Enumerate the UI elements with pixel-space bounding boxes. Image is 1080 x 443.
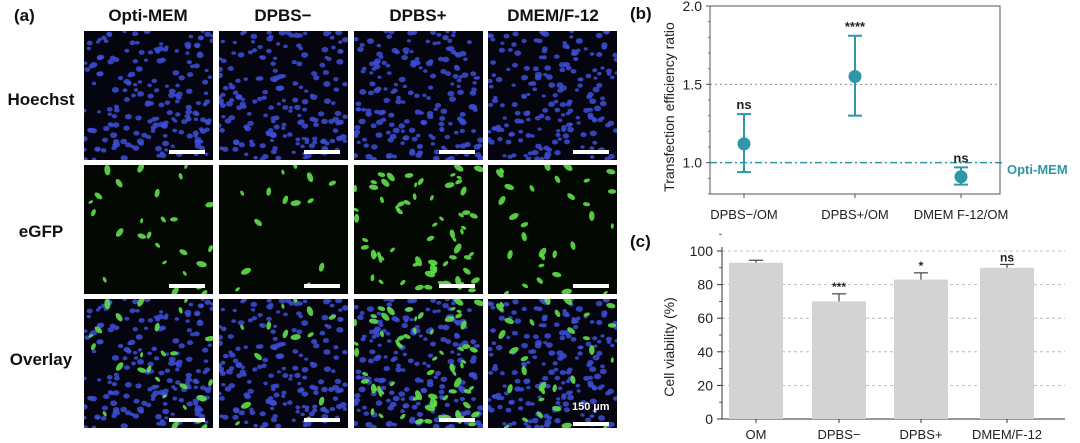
panel-b-label: (b) [630, 4, 652, 23]
scale-bar [573, 284, 609, 288]
chart-c-category-label: DMEM/F-12 [972, 427, 1042, 442]
chart-b-category-label: DPBS+/OM [821, 207, 889, 222]
scale-bar [304, 150, 340, 154]
column-header-dpbs-minus: DPBS− [254, 6, 312, 25]
data-point [848, 70, 862, 83]
row-header-overlay: Overlay [9, 350, 73, 369]
significance-label: ns [953, 150, 968, 165]
reference-line-label: Opti-MEM [1007, 162, 1068, 177]
chart-b-ytick-label: 1.0 [683, 155, 703, 171]
chart-b-category-label: DPBS−/OM [710, 207, 778, 222]
bar [729, 262, 783, 419]
scale-bar [169, 418, 205, 422]
chart-c-ytick-label: 40 [697, 344, 713, 360]
scale-bar [573, 422, 609, 426]
micrograph-0-1 [219, 31, 348, 160]
chart-c-ylabel: Cell viability (%) [661, 297, 677, 397]
micrograph-1-1 [219, 165, 348, 294]
bar [894, 279, 948, 419]
scale-bar [169, 150, 205, 154]
bar [980, 267, 1034, 419]
micrograph-2-2 [354, 299, 483, 428]
cell-viability-chart: Cell viability (%) 0 20 40 60 80 100 OM DPBS− DP… [661, 233, 1065, 442]
chart-c-ytick-label: 80 [697, 277, 713, 293]
scale-bar [573, 150, 609, 154]
significance-label: * [919, 259, 924, 273]
micrograph-1-0 [84, 165, 213, 294]
significance-label: ns [1000, 250, 1014, 264]
micrograph-1-3 [488, 165, 617, 294]
scale-bar [304, 418, 340, 422]
chart-b-category-label: DMEM F-12/OM [914, 207, 1009, 222]
scale-bar [439, 418, 475, 422]
chart-c-ytick-label: 100 [690, 243, 714, 259]
row-header-hoechst: Hoechst [7, 90, 75, 109]
chart-c-ytick-label: 60 [697, 310, 713, 326]
scale-bar [439, 150, 475, 154]
chart-c-ytick-label: 0 [705, 411, 713, 427]
data-point [737, 137, 751, 151]
micrograph-0-2 [354, 31, 483, 160]
column-header-dmem-f12: DMEM/F-12 [507, 6, 599, 25]
significance-label: *** [832, 280, 846, 294]
column-header-dpbs-plus: DPBS+ [389, 6, 447, 25]
chart-b-ylabel: Transfection efficiency ratio [661, 22, 677, 192]
significance-label: ns [736, 97, 751, 112]
chart-c-category-label: DPBS+ [900, 427, 943, 442]
micrograph-2-1 [219, 299, 348, 428]
panel-a-label: (a) [14, 6, 35, 25]
micrograph-0-0 [84, 31, 213, 160]
chart-c-category-label: OM [746, 427, 767, 442]
row-header-egfp: eGFP [18, 222, 64, 241]
micrograph-1-2 [354, 165, 483, 294]
chart-b-ytick-label: 2.0 [683, 0, 703, 14]
column-header-opti-mem: Opti-MEM [108, 6, 188, 25]
chart-b-ytick-label: 1.5 [683, 76, 703, 92]
data-point [954, 170, 968, 184]
significance-label: **** [845, 19, 866, 34]
micrograph-2-0 [84, 299, 213, 428]
panel-c-label: (c) [630, 232, 651, 251]
scale-bar-label: 150 µm [572, 401, 610, 413]
transfection-ratio-chart: Transfection efficiency ratio 1.0 1.5 2.0 D… [661, 0, 1068, 222]
micrograph-0-3 [488, 31, 617, 160]
micrograph-2-3 [488, 299, 617, 428]
scale-bar [304, 284, 340, 288]
chart-c-category-label: DPBS− [818, 427, 861, 442]
bar [812, 301, 866, 419]
chart-c-ytick-label: 20 [697, 377, 713, 393]
chart-b-frame [709, 5, 1001, 195]
scale-bar [439, 284, 475, 288]
scale-bar [169, 284, 205, 288]
